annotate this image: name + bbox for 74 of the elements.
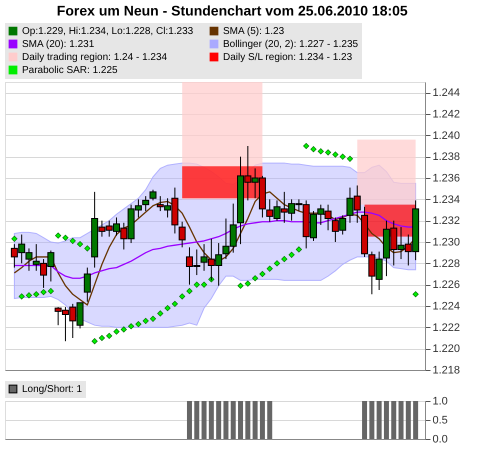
point [150,316,156,322]
legend-label: Bollinger (20, 2): 1.227 - 1.235 [223,39,359,50]
y-tick-label: 1.232 [432,215,460,228]
y-tick-label: 1.222 [432,322,460,334]
y-tick-label: 0.0 [432,434,448,446]
point [186,288,193,294]
y-tick-label: 1.224 [432,300,460,312]
point [252,275,258,282]
candlestick [149,189,156,201]
point [318,148,324,154]
y-tick-label: 1.226 [432,279,460,292]
y-tick-label: 1.234 [432,194,460,206]
point [92,338,98,344]
chart-title: Forex um Neun - Stundenchart vom 25.06.2010 18:05 [56,2,408,18]
point [346,156,354,162]
point [120,326,127,333]
point [340,154,346,160]
y-tick-label: 1.236 [432,172,460,184]
point [201,282,208,288]
point [266,266,273,272]
point [194,282,200,288]
point [48,288,54,294]
point [62,234,68,241]
y-tick-label: 1.228 [432,258,460,270]
point [26,292,32,298]
point [106,332,112,339]
point [259,270,266,278]
legend-label: SMA (20): 1.231 [22,39,95,50]
y-tick-label: 1.240 [432,130,460,142]
point [11,236,18,242]
legend-label: Parabolic SAR: 1.225 [22,65,118,76]
point [70,238,76,244]
point [113,328,120,335]
point [303,142,310,150]
y-tick-label: 1.218 [432,364,460,376]
point [40,289,47,296]
point [296,246,302,253]
point [332,151,338,158]
y-tick-label: 1.238 [432,151,460,164]
legend-label: SMA (5): 1.23 [223,26,285,38]
candlestick [142,196,150,212]
legend-label: Daily trading region: 1.24 - 1.234 [22,52,168,63]
y-tick-label: 1.0 [432,396,448,408]
point [274,260,280,266]
point [157,310,164,317]
point [84,245,90,252]
point [55,232,62,239]
point [33,291,40,298]
point [288,252,295,258]
legend-label: Long/Short: 1 [22,384,82,395]
point [128,323,134,330]
candlestick [84,267,91,302]
legend-label: Op:1.229, Hi:1.234, Lo:1.228, Cl:1.233 [22,26,194,38]
y-tick-label: 1.244 [432,87,460,100]
point [179,293,186,300]
y-tick-label: 1.220 [432,343,460,356]
candlestick [178,221,186,248]
point [310,146,317,152]
point [244,280,251,287]
point [164,305,171,312]
legend-label: Daily S/L region: 1.234 - 1.23 [223,52,353,63]
point [325,149,332,156]
point [281,256,288,262]
point [76,241,84,248]
point [135,321,142,328]
point [237,282,244,289]
point [98,334,105,342]
y-tick-label: 0.5 [432,414,448,426]
y-tick-label: 1.242 [432,108,460,120]
point [412,291,419,298]
point [142,318,149,324]
point [172,300,178,307]
point [18,293,25,300]
y-tick-label: 1.230 [432,236,460,248]
